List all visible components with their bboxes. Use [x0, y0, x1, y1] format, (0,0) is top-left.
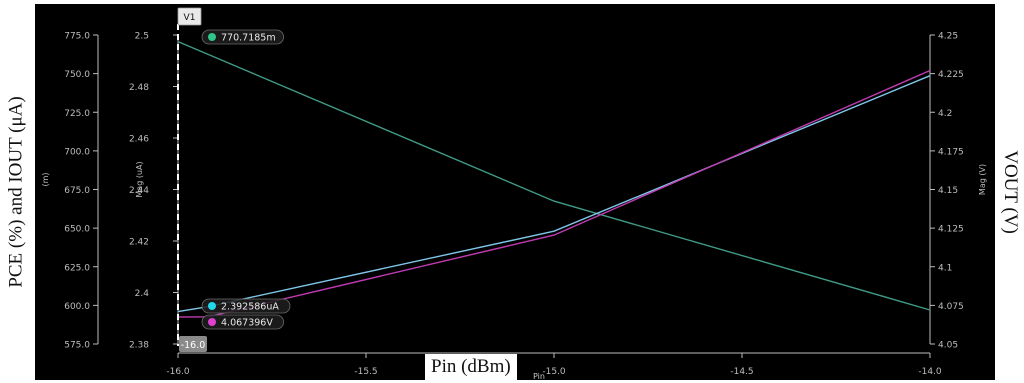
cursor-x-box [179, 336, 207, 352]
outer-left-axis-tick-label: 775.0 [64, 32, 90, 42]
marker-readout-text: 4.067396V [221, 318, 273, 329]
inner-left-axis-tick-label: 2.44 [129, 186, 149, 196]
outer-left-axis-tick-label: 600.0 [64, 302, 90, 312]
chart-canvas: 775.0 750.0 725.0 700.0 675.0 650.0 625.0 600.0… [41, 7, 987, 378]
inner-left-axis-tick-label: 2.48 [129, 83, 149, 93]
x-axis-tick-label: -15.5 [354, 367, 377, 377]
outer-left-axis-tick-label: 725.0 [64, 109, 90, 119]
inner-left-axis-tick-label: 2.5 [135, 32, 149, 42]
x-axis-tick-label: -14.5 [730, 367, 753, 377]
cursor-x-label: -16.0 [181, 340, 206, 351]
right-axis-tick-label: 4.15 [938, 186, 958, 196]
inner-left-axis-tick-label: 2.42 [129, 238, 149, 248]
marker-readout-box [201, 298, 291, 314]
right-axis-tick-label: 4.25 [938, 32, 958, 42]
x-axis-tick-label: -14.0 [918, 367, 942, 377]
right-axis-tick-label: 4.125 [938, 225, 964, 235]
series-line-vout [177, 69, 931, 318]
marker-dot [208, 302, 216, 310]
series-line-iout [177, 75, 931, 313]
x-axis-tick-label: -16.0 [166, 367, 190, 377]
right-axis-tick-label: 4.225 [938, 70, 964, 80]
outer-left-axis-tick-label: 625.0 [64, 263, 90, 273]
outer-left-axis-tick-label: 650.0 [64, 225, 90, 235]
outer-left-axis-tick-label: 575.0 [64, 341, 90, 351]
marker-readout-box [201, 314, 284, 330]
marker-readout-text: 2.392586uA [221, 302, 279, 313]
right-axis-tick-label: 4.175 [938, 147, 964, 157]
right-axis-title-container: VOUT (V) [996, 0, 1024, 383]
bottom-axis-title: Pin (dBm) [425, 354, 517, 380]
right-axis-title: VOUT (V) [1000, 149, 1021, 234]
marker-layer: 770.7185m 2.392586uA 4.067396V [201, 29, 291, 330]
marker-readout-text: 770.7185m [221, 33, 276, 44]
right-axis-tick-label: 4.05 [938, 341, 958, 351]
series-layer [177, 40, 931, 318]
series-line-pce [177, 40, 931, 311]
inner-left-axis-tick-label: 2.38 [129, 341, 149, 351]
cursor-name: V1 [184, 13, 196, 23]
plot-window: 775.0 750.0 725.0 700.0 675.0 650.0 625.0 600.0… [35, 4, 995, 380]
right-axis-tick-label: 4.075 [938, 302, 964, 312]
axes-layer: 775.0 750.0 725.0 700.0 675.0 650.0 625.0 600.0… [41, 32, 987, 378]
bottom-axis-sub-label: Pin [533, 372, 545, 381]
cursor-name-box [177, 7, 202, 26]
outer-left-axis-tick-label: 675.0 [64, 186, 90, 196]
x-axis-tick-label: -15.0 [542, 367, 566, 377]
marker-readout-box [201, 29, 284, 45]
inner-left-axis-tick-label: 2.4 [135, 289, 150, 299]
right-axis-tick-label: 4.1 [938, 263, 952, 273]
inner-left-axis-title: Mag (uA) [135, 161, 144, 197]
left-axis-title: PCE (%) and IOUT (μA) [6, 95, 28, 288]
inner-right-axis-title: Mag (V) [978, 164, 987, 195]
cursor-layer: V1 -16.0 [177, 7, 207, 352]
outer-left-axis-tick-label: 700.0 [64, 147, 90, 157]
left-axis-title-container: PCE (%) and IOUT (μA) [2, 0, 32, 383]
inner-left-axis-tick-label: 2.46 [129, 135, 149, 145]
marker-dot [208, 33, 216, 41]
inner-left-unit-label: (m) [41, 172, 50, 186]
marker-dot [208, 318, 216, 326]
outer-left-axis-tick-label: 750.0 [64, 70, 90, 80]
right-axis-tick-label: 4.2 [938, 109, 952, 119]
